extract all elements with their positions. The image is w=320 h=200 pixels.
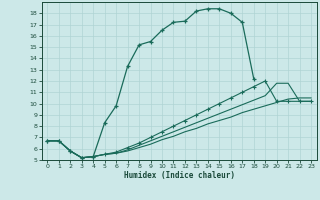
- X-axis label: Humidex (Indice chaleur): Humidex (Indice chaleur): [124, 171, 235, 180]
